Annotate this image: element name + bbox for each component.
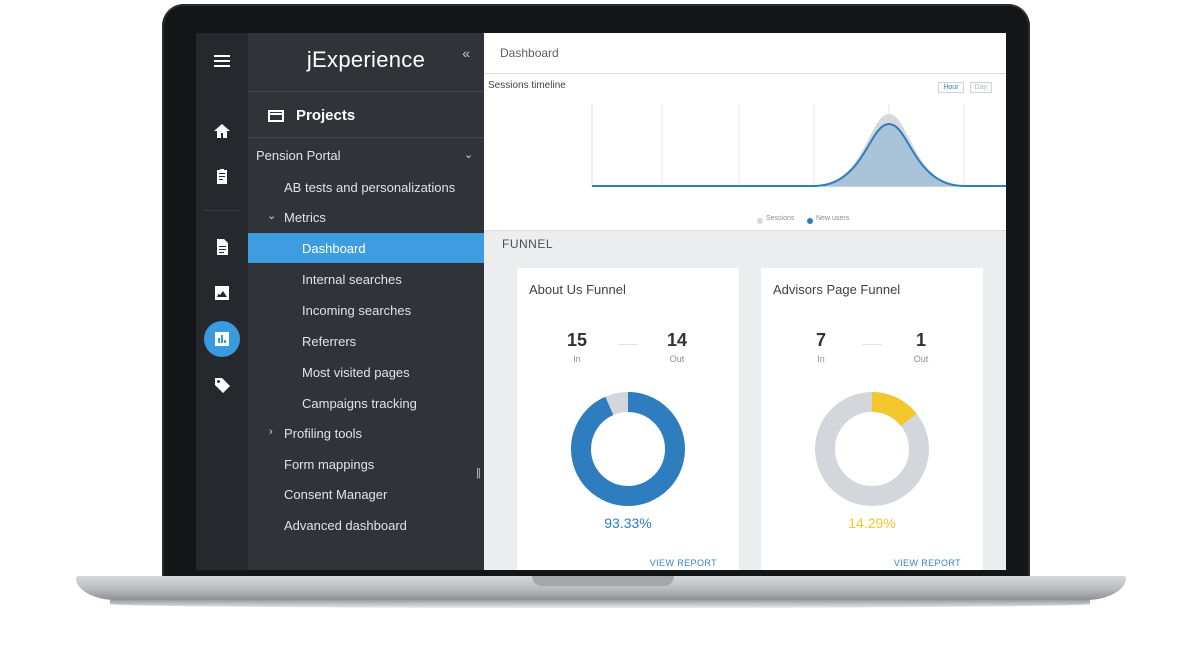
nav-label: Most visited pages bbox=[302, 364, 410, 380]
chevron-down-icon: ⌄ bbox=[464, 149, 474, 161]
tag-icon[interactable] bbox=[204, 367, 240, 403]
chevron-right-icon: › bbox=[269, 426, 273, 438]
nav-advanced-dashboard[interactable]: Advanced dashboard bbox=[248, 510, 484, 540]
nav-label: Consent Manager bbox=[284, 486, 388, 502]
nav-consent-manager[interactable]: Consent Manager bbox=[248, 479, 484, 509]
nav-label: Form mappings bbox=[284, 456, 375, 472]
nav-label: Incoming searches bbox=[302, 302, 412, 318]
nav-most-visited-pages[interactable]: Most visited pages bbox=[248, 357, 484, 387]
menu-icon[interactable] bbox=[204, 43, 240, 79]
nav-campaigns-tracking[interactable]: Campaigns tracking bbox=[248, 388, 484, 418]
main-content: Dashboard Sessions timeline Hour Day bbox=[484, 33, 1006, 570]
nav-label: AB tests and personalizations bbox=[284, 179, 456, 195]
donut-value bbox=[571, 392, 685, 506]
new-users-area bbox=[814, 124, 964, 186]
legend-swatch-new-users bbox=[807, 218, 813, 224]
in-label: In bbox=[817, 354, 825, 364]
stat-divider bbox=[862, 344, 882, 345]
rail-divider bbox=[204, 210, 240, 211]
laptop-shadow bbox=[110, 600, 1090, 608]
out-count: 1 bbox=[915, 330, 926, 350]
in-label: In bbox=[573, 354, 581, 364]
conversion-percent: 93.33% bbox=[604, 515, 652, 531]
nav-label: Advanced dashboard bbox=[284, 517, 407, 533]
funnel-card-advisors-page: Advisors Page Funnel 7 In 1 Out 14.29% V… bbox=[761, 268, 983, 570]
nav-ab-tests[interactable]: AB tests and personalizations bbox=[248, 172, 484, 202]
timeline-title: Sessions timeline bbox=[488, 80, 566, 91]
nav-referrers[interactable]: Referrers bbox=[248, 326, 484, 356]
sessions-timeline-panel: Sessions timeline Hour Day bbox=[484, 74, 1006, 231]
timeline-chart bbox=[591, 104, 1006, 224]
collapse-icon[interactable]: « bbox=[462, 45, 470, 61]
nav-dashboard[interactable]: Dashboard bbox=[248, 233, 484, 263]
card-title: About Us Funnel bbox=[529, 282, 626, 297]
window-icon bbox=[268, 109, 284, 122]
out-label: Out bbox=[913, 354, 929, 364]
app-screen: jExperience « Projects Pension Portal ⌄ … bbox=[196, 33, 1006, 570]
laptop-notch bbox=[532, 576, 674, 586]
nav-form-mappings[interactable]: Form mappings bbox=[248, 449, 484, 479]
top-bar: Dashboard bbox=[484, 33, 1006, 74]
out-count: 14 bbox=[666, 330, 688, 350]
nav-label: Internal searches bbox=[302, 271, 402, 287]
nav-label: Campaigns tracking bbox=[302, 395, 417, 411]
funnel-card-about-us: About Us Funnel 15 In 14 Out 93.33% VIEW… bbox=[517, 268, 739, 570]
nav-label: Dashboard bbox=[302, 240, 366, 256]
panel-divider bbox=[248, 137, 484, 138]
view-report-link[interactable]: VIEW REPORT bbox=[649, 558, 717, 568]
nav-label: Profiling tools bbox=[284, 425, 363, 441]
side-panel: jExperience « Projects Pension Portal ⌄ … bbox=[248, 33, 484, 570]
stat-divider bbox=[618, 344, 638, 345]
timeline-toggle: Hour Day bbox=[938, 82, 992, 93]
document-icon[interactable] bbox=[204, 229, 240, 265]
panel-divider bbox=[248, 91, 484, 92]
in-count: 7 bbox=[815, 330, 826, 350]
image-icon[interactable] bbox=[204, 275, 240, 311]
clipboard-icon[interactable] bbox=[204, 158, 240, 194]
nav-incoming-searches[interactable]: Incoming searches bbox=[248, 295, 484, 325]
page-title: Dashboard bbox=[500, 46, 559, 60]
donut-value bbox=[815, 392, 929, 506]
nav-label: Metrics bbox=[284, 209, 326, 225]
out-label: Out bbox=[669, 354, 685, 364]
chart-icon[interactable] bbox=[204, 321, 240, 357]
card-title: Advisors Page Funnel bbox=[773, 282, 901, 297]
home-icon[interactable] bbox=[204, 113, 240, 149]
donut-chart bbox=[815, 392, 929, 506]
chevron-down-icon: ⌄ bbox=[267, 210, 277, 222]
donut-chart bbox=[571, 392, 685, 506]
project-name: Pension Portal bbox=[256, 147, 341, 163]
icon-rail bbox=[196, 33, 248, 570]
nav-label: Referrers bbox=[302, 333, 357, 349]
hour-button[interactable]: Hour bbox=[938, 82, 964, 93]
view-report-link[interactable]: VIEW REPORT bbox=[893, 558, 961, 568]
resize-handle[interactable]: || bbox=[476, 467, 481, 479]
brand-logo: jExperience bbox=[306, 47, 426, 72]
nav-metrics[interactable]: ⌄ Metrics bbox=[248, 202, 484, 232]
legend-new-users: New users bbox=[816, 215, 850, 222]
conversion-percent: 14.29% bbox=[848, 515, 896, 531]
legend-swatch-sessions bbox=[757, 218, 763, 224]
projects-header[interactable]: Projects bbox=[268, 107, 355, 124]
new-users-line bbox=[592, 122, 1006, 187]
funnel-section-label: FUNNEL bbox=[502, 237, 554, 251]
nav-internal-searches[interactable]: Internal searches bbox=[248, 264, 484, 294]
nav-profiling-tools[interactable]: › Profiling tools bbox=[248, 418, 484, 448]
projects-title: Projects bbox=[296, 107, 356, 124]
project-selector[interactable]: Pension Portal ⌄ bbox=[248, 140, 484, 170]
legend-sessions: Sessions bbox=[766, 215, 795, 222]
in-count: 15 bbox=[566, 330, 588, 350]
day-button[interactable]: Day bbox=[969, 82, 992, 93]
